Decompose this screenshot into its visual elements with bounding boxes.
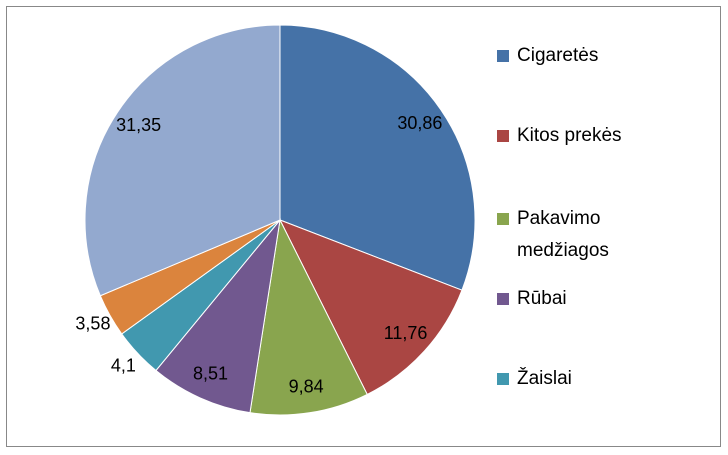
legend-swatch bbox=[497, 213, 509, 225]
legend-item: Rūbai bbox=[497, 283, 637, 315]
legend-swatch bbox=[497, 50, 509, 62]
data-label: 4,1 bbox=[111, 355, 136, 375]
pie-slice bbox=[279, 24, 476, 291]
legend-item: Žaislai bbox=[497, 363, 637, 395]
legend-label: Kitos prekės bbox=[517, 125, 622, 146]
data-label: 8,51 bbox=[193, 364, 228, 384]
legend-swatch bbox=[497, 373, 509, 385]
legend-item: Cigaretės bbox=[497, 40, 637, 72]
legend-label: Cigaretės bbox=[517, 45, 599, 66]
legend-label: Pakavimo medžiagos bbox=[517, 208, 609, 261]
pie-slice bbox=[155, 218, 281, 414]
pie-slice bbox=[249, 218, 368, 416]
legend-item: Kitos prekės bbox=[497, 120, 637, 152]
legend-label: Žaislai bbox=[517, 368, 572, 389]
data-label: 11,76 bbox=[384, 323, 428, 343]
pie-slice bbox=[278, 219, 463, 396]
legend-swatch bbox=[497, 293, 509, 305]
data-label: 31,35 bbox=[116, 115, 161, 135]
legend-label: Rūbai bbox=[517, 288, 567, 309]
data-label: 3,58 bbox=[75, 314, 110, 334]
data-label: 9,84 bbox=[289, 376, 324, 396]
legend-swatch bbox=[497, 130, 509, 142]
data-label: 30,86 bbox=[397, 113, 442, 133]
legend-item: Pakavimo medžiagos bbox=[497, 203, 637, 267]
pie-slice bbox=[84, 24, 281, 297]
